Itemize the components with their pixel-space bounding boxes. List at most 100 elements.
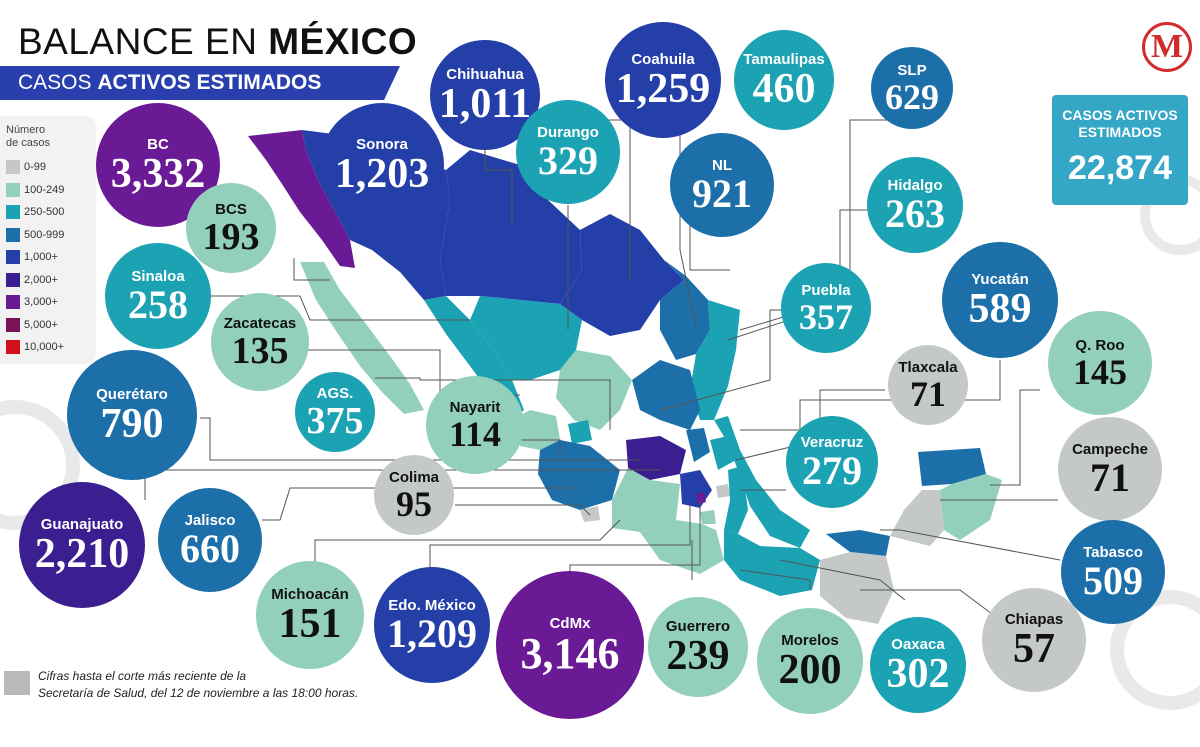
state-circle: Edo. México 1,209 xyxy=(374,567,490,683)
state-name: BC xyxy=(147,135,169,153)
state-circle: Campeche 71 xyxy=(1058,417,1162,521)
region-oaxaca xyxy=(724,530,820,596)
state-name: CdMx xyxy=(549,614,591,632)
region-cdmx xyxy=(696,492,706,504)
leader-line xyxy=(739,569,811,590)
region-edomex xyxy=(680,470,712,508)
state-circle: Colima 95 xyxy=(374,455,454,535)
region-qroo xyxy=(940,474,1002,540)
legend-label: 250-500 xyxy=(24,206,65,218)
total-value: 22,874 xyxy=(1068,149,1172,187)
legend-item: 250-500 xyxy=(6,203,64,221)
state-circle: Tamaulipas 460 xyxy=(734,30,834,130)
region-morelos xyxy=(700,510,716,524)
leader-line xyxy=(484,150,513,226)
region-coahuila xyxy=(560,214,684,336)
state-circle: Yucatán 589 xyxy=(942,242,1058,358)
state-circle: Tabasco 509 xyxy=(1061,520,1165,624)
footnote-marker xyxy=(4,671,30,695)
region-tlaxcala xyxy=(716,484,730,498)
leader-line xyxy=(520,439,561,456)
state-value: 263 xyxy=(885,190,945,236)
state-circle: Chihuahua 1,011 xyxy=(430,40,540,150)
legend-item: 2,000+ xyxy=(6,271,58,289)
region-durango xyxy=(470,296,582,380)
state-value: 95 xyxy=(396,483,432,524)
state-name: Q. Roo xyxy=(1075,336,1125,354)
state-circle: Coahuila 1,259 xyxy=(605,22,721,138)
region-yucatan xyxy=(918,448,986,486)
state-name: Oaxaca xyxy=(891,635,945,653)
legend-swatch xyxy=(6,272,20,287)
state-circle: Sonora 1,203 xyxy=(320,103,444,227)
footnote-line1: Cifras hasta el corte más reciente de la xyxy=(38,669,247,683)
state-circle: Guanajuato 2,210 xyxy=(19,482,145,608)
title-text-bold: MÉXICO xyxy=(268,21,418,62)
region-puebla xyxy=(724,466,748,534)
leader-line xyxy=(779,559,906,601)
state-circle: Puebla 357 xyxy=(781,263,871,353)
subtitle-banner: CASOS ACTIVOS ESTIMADOS xyxy=(0,66,400,100)
region-queretaro xyxy=(686,428,710,462)
state-value: 660 xyxy=(180,525,240,571)
state-value: 329 xyxy=(538,137,598,183)
state-circle: Morelos 200 xyxy=(757,608,863,714)
leader-line xyxy=(455,504,591,516)
state-value: 1,011 xyxy=(438,80,532,127)
state-name: Guerrero xyxy=(665,617,731,635)
state-value: 135 xyxy=(231,329,289,372)
state-name: Guanajuato xyxy=(40,515,124,533)
legend-title-line1: Número xyxy=(6,124,46,136)
legend-label: 500-999 xyxy=(24,228,65,241)
milenio-logo: M xyxy=(1142,22,1192,72)
state-value: 921 xyxy=(692,170,752,216)
legend-swatch xyxy=(6,182,20,197)
state-name: Tabasco xyxy=(1083,543,1143,561)
state-value: 375 xyxy=(306,399,364,442)
total-label: CASOS ACTIVOS ESTIMADOS xyxy=(1052,107,1188,141)
legend-swatch xyxy=(6,160,20,175)
state-name: Morelos xyxy=(781,631,839,649)
state-circle: Sinaloa 258 xyxy=(105,243,211,349)
state-name: Yucatán xyxy=(971,270,1029,288)
state-value: 151 xyxy=(278,600,342,647)
state-circle: Hidalgo 263 xyxy=(867,157,963,253)
state-circle: Michoacán 151 xyxy=(256,561,364,669)
state-circle: Oaxaca 302 xyxy=(870,617,966,713)
legend-item: 10,000+ xyxy=(6,338,64,356)
subtitle-text: CASOS xyxy=(18,71,98,94)
region-guerrero xyxy=(640,520,724,574)
state-name: Coahuila xyxy=(631,50,695,68)
legend-label: 2,000+ xyxy=(24,273,58,286)
leader-line xyxy=(990,389,1040,486)
state-name: SLP xyxy=(897,61,927,79)
state-name: NL xyxy=(712,156,732,174)
legend-label: 1,000+ xyxy=(24,251,58,263)
region-guanajuato xyxy=(626,436,686,480)
total-label-line2: ESTIMADOS xyxy=(1078,124,1162,140)
region-slp xyxy=(632,360,700,430)
state-circle: BCS 193 xyxy=(186,183,276,273)
legend-swatch xyxy=(6,205,20,220)
state-name: Michoacán xyxy=(271,585,349,603)
state-circle: Zacatecas 135 xyxy=(211,293,309,391)
state-name: Tlaxcala xyxy=(898,358,958,376)
state-name: Jalisco xyxy=(184,511,236,529)
state-name: Puebla xyxy=(801,281,851,299)
region-bcs xyxy=(300,262,424,414)
state-name: Edo. México xyxy=(388,596,476,614)
legend-label: 5,000+ xyxy=(24,318,58,331)
state-circle: Guerrero 239 xyxy=(648,597,748,697)
leader-line xyxy=(293,258,330,281)
state-value: 2,210 xyxy=(34,530,130,577)
state-circle: Q. Roo 145 xyxy=(1048,311,1152,415)
state-value: 145 xyxy=(1073,351,1127,392)
state-value: 279 xyxy=(802,447,862,493)
region-chihuahua xyxy=(440,150,582,304)
legend-item: 500-999 xyxy=(6,226,64,244)
state-value: 200 xyxy=(778,646,842,693)
state-value: 1,203 xyxy=(334,150,430,197)
total-label-line1: CASOS ACTIVOS xyxy=(1062,107,1178,123)
region-tabasco xyxy=(826,530,890,556)
